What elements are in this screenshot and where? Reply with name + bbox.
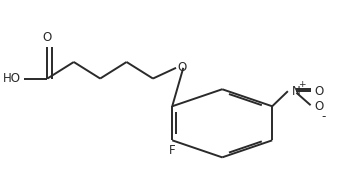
Text: F: F xyxy=(169,144,175,157)
Text: HO: HO xyxy=(3,72,21,85)
Text: O: O xyxy=(43,32,52,44)
Text: O: O xyxy=(314,85,324,98)
Text: +: + xyxy=(298,80,305,89)
Text: O: O xyxy=(178,61,187,74)
Text: -: - xyxy=(321,110,325,123)
Text: N: N xyxy=(292,85,301,98)
Text: O: O xyxy=(314,100,324,113)
